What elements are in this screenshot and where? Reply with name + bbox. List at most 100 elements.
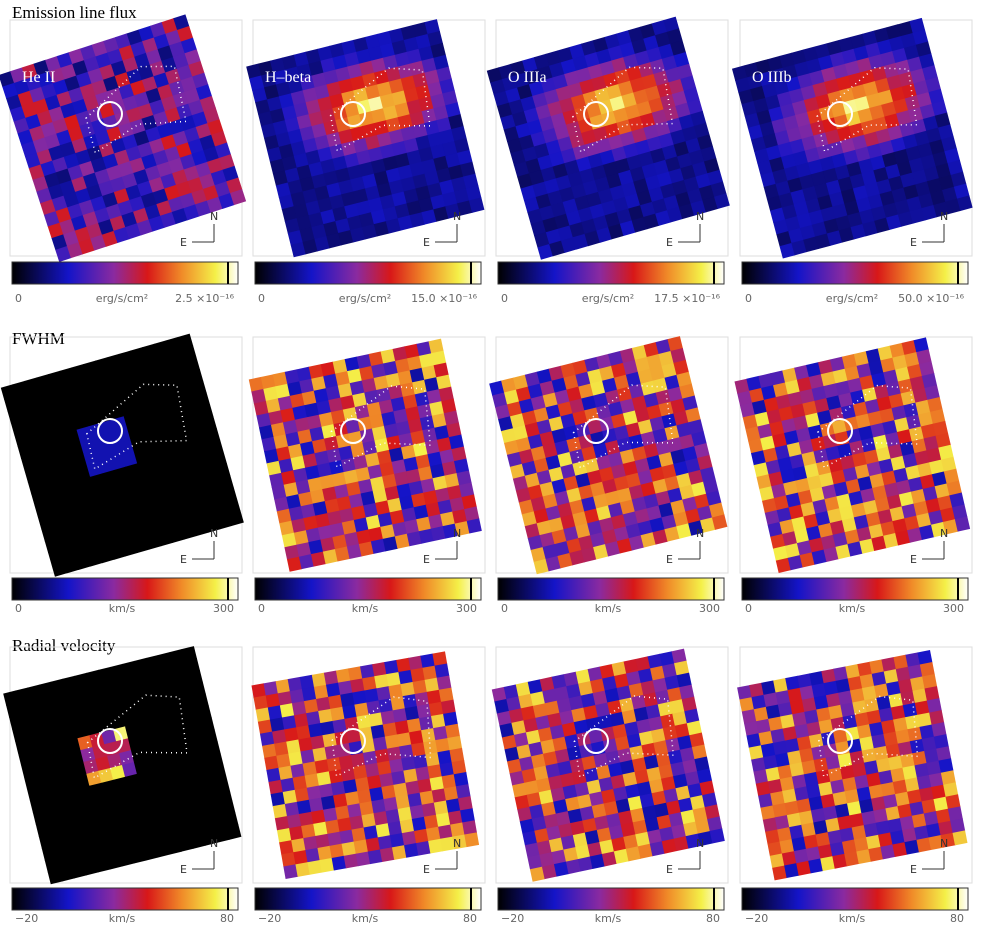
- map-cell: [401, 507, 417, 523]
- map-cell: [430, 194, 446, 210]
- map-cell: [843, 149, 859, 166]
- map-cell: [317, 45, 333, 62]
- map-cell: [625, 422, 642, 438]
- map-cell: [876, 695, 892, 711]
- map-cell: [801, 759, 817, 775]
- map-cell: [587, 841, 603, 858]
- map-cell: [680, 75, 697, 92]
- map-cell: [323, 120, 339, 136]
- aperture-outline: [86, 694, 188, 780]
- map-cell: [169, 527, 185, 543]
- map-cell: [633, 706, 649, 722]
- aperture-outline: [572, 384, 674, 470]
- map-cell: [532, 181, 549, 198]
- map-cell: [350, 227, 366, 243]
- map-cell: [276, 508, 292, 524]
- map-cell: [329, 843, 345, 859]
- map-cell: [291, 701, 307, 716]
- map-cell: [871, 66, 888, 82]
- map-cell: [83, 360, 99, 377]
- map-cell: [611, 661, 627, 677]
- map-cell: [91, 40, 108, 57]
- map-cell: [220, 800, 236, 817]
- map-cell: [671, 90, 688, 107]
- map-cell: [549, 62, 565, 78]
- map-cell: [896, 429, 913, 445]
- map-cell: [138, 25, 155, 42]
- map-cell: [421, 209, 437, 225]
- map-cell: [33, 59, 50, 76]
- map-cell: [181, 747, 197, 763]
- map-cell: [86, 372, 103, 389]
- map-cell: [777, 827, 793, 842]
- map-cell: [907, 527, 923, 543]
- map-cell: [572, 233, 589, 250]
- map-cell: [834, 803, 850, 819]
- map-cell: [343, 469, 359, 485]
- map-cell: [636, 189, 653, 206]
- map-cell: [917, 462, 933, 478]
- map-cell: [56, 803, 73, 819]
- map-cell: [503, 684, 519, 700]
- map-cell: [522, 146, 538, 163]
- map-cell: [594, 815, 610, 831]
- map-cell: [403, 137, 420, 154]
- map-cell: [817, 194, 833, 211]
- map-cell: [901, 503, 917, 519]
- map-cell: [648, 186, 665, 203]
- map-cell: [554, 389, 571, 405]
- map-cell: [416, 840, 431, 856]
- map-cell: [842, 776, 858, 792]
- map-cell: [864, 398, 881, 415]
- map-cell: [149, 138, 166, 155]
- map-cell: [287, 381, 303, 397]
- map-cell: [779, 52, 795, 69]
- map-cell: [335, 371, 351, 387]
- map-cell: [885, 163, 901, 180]
- map-cell: [755, 781, 771, 797]
- map-cell: [770, 207, 786, 224]
- map-cell: [87, 67, 104, 85]
- map-cell: [253, 695, 269, 711]
- map-cell: [185, 407, 202, 424]
- colorbar-unit: km/s: [109, 912, 136, 925]
- map-cell: [391, 39, 408, 56]
- map-cell: [578, 383, 594, 400]
- map-cell: [937, 124, 954, 140]
- map-cell: [490, 79, 506, 95]
- map-cell: [916, 837, 932, 853]
- map-cell: [535, 193, 552, 210]
- map-cell: [130, 436, 147, 453]
- map-cell: [368, 351, 384, 367]
- map-cell: [258, 424, 275, 440]
- map-cell: [294, 713, 309, 728]
- map-cell: [119, 699, 135, 715]
- map-cell: [50, 678, 67, 695]
- map-cell: [840, 137, 856, 154]
- map-cell: [829, 520, 846, 536]
- map-cell: [398, 669, 414, 685]
- map-cell: [940, 770, 956, 786]
- map-cell: [572, 55, 589, 72]
- map-cell: [323, 807, 338, 823]
- map-cell: [292, 405, 308, 421]
- map-cell: [756, 109, 773, 126]
- map-cell: [353, 87, 369, 103]
- map-cell: [633, 89, 649, 105]
- map-cell: [319, 474, 335, 490]
- map-cell: [533, 457, 550, 474]
- map-cell: [128, 385, 145, 402]
- map-cell: [147, 495, 164, 511]
- map-cell: [133, 207, 150, 224]
- map: [246, 19, 485, 258]
- map-cell: [605, 750, 621, 766]
- map-cell: [813, 132, 829, 148]
- map-cell: [554, 213, 571, 230]
- map-cell: [9, 714, 25, 730]
- map-cell: [317, 462, 333, 478]
- map-cell: [846, 800, 862, 816]
- map-cell: [3, 690, 19, 706]
- map-cell: [380, 710, 396, 726]
- map-cell: [448, 810, 463, 826]
- map-cell: [89, 681, 105, 698]
